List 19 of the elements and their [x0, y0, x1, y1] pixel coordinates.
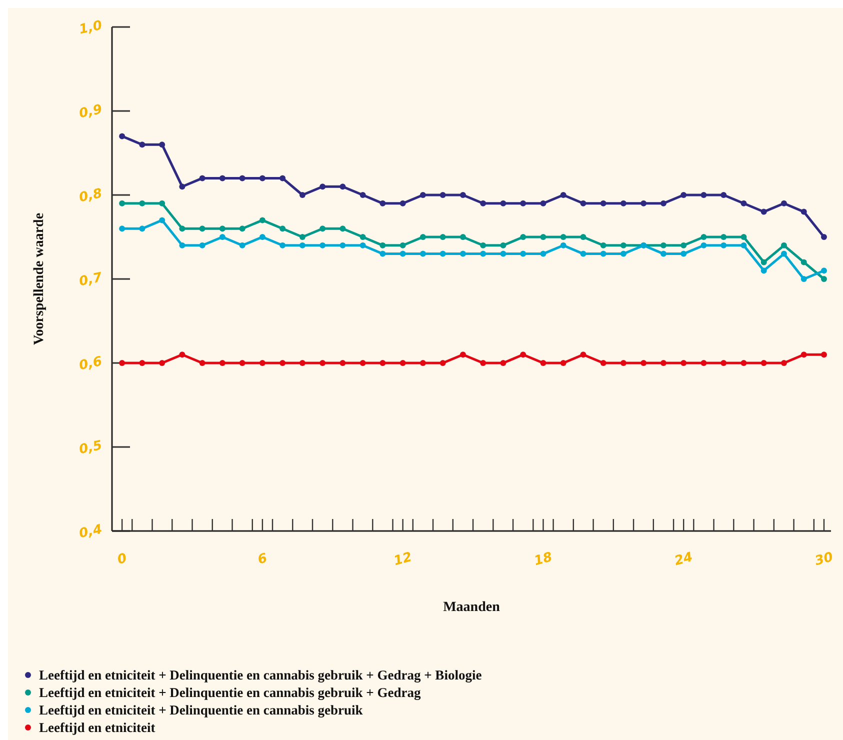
- y-tick-label: 0,8: [78, 186, 104, 206]
- y-tick-label: 0,5: [78, 438, 104, 458]
- x-tick-label: 18: [532, 550, 554, 570]
- legend-label: Leeftijd en etniciteit + Delinquentie en cannabis gebruik + Gedrag: [39, 685, 421, 700]
- y-tick-label: 1,0: [78, 18, 104, 38]
- y-tick-label: 0,7: [78, 270, 104, 290]
- y-tick-label: 0,4: [78, 522, 104, 542]
- x-tick-label: 24: [673, 550, 694, 570]
- y-tick-label: 0,6: [78, 354, 104, 374]
- legend-label: Leeftijd en etniciteit: [39, 720, 156, 736]
- x-tick-label: 12: [392, 550, 414, 570]
- x-tick-label: 6: [256, 551, 269, 568]
- x-tick-label: 0: [116, 551, 128, 568]
- x-axis-title: Maanden: [443, 600, 500, 615]
- y-tick-label: 0,9: [78, 102, 104, 122]
- x-tick-label: 30: [813, 550, 835, 570]
- legend-label: Leeftijd en etniciteit + Delinquentie en cannabis gebruik + Gedrag + Biologie: [39, 668, 482, 683]
- legend-label: Leeftijd en etniciteit + Delinquentie en cannabis gebruik: [39, 702, 364, 718]
- y-axis-title: Voorspellende waarde: [32, 212, 47, 346]
